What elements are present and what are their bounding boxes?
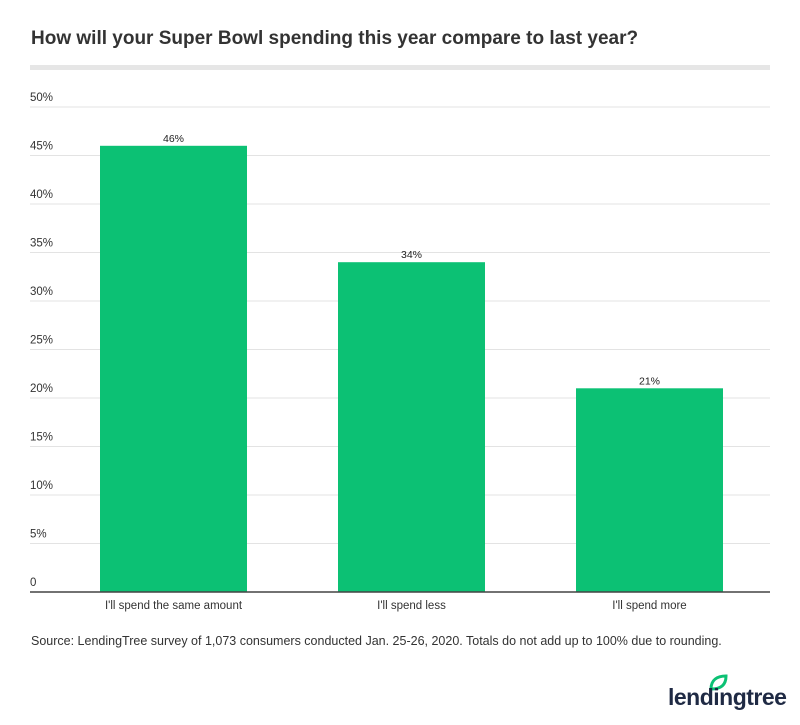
- y-tick-label: 35%: [30, 238, 53, 250]
- y-tick-label: 0: [30, 577, 36, 589]
- y-tick-label: 25%: [30, 335, 53, 347]
- bar: [576, 388, 723, 592]
- x-tick-label: I'll spend less: [377, 600, 446, 612]
- title-divider: [30, 65, 770, 70]
- y-tick-label: 45%: [30, 141, 53, 153]
- y-tick-label: 20%: [30, 383, 53, 395]
- x-tick-label: I'll spend the same amount: [105, 600, 243, 612]
- y-tick-label: 5%: [30, 529, 47, 541]
- y-tick-label: 15%: [30, 432, 53, 444]
- data-label: 34%: [401, 249, 422, 261]
- bar: [100, 145, 247, 593]
- data-label: 46%: [163, 133, 184, 145]
- y-tick-label: 10%: [30, 480, 53, 492]
- bar: [338, 262, 485, 592]
- x-tick-label: I'll spend more: [612, 600, 686, 612]
- logo-text: lendingtree: [668, 684, 787, 710]
- leaf-icon: [709, 674, 728, 691]
- y-tick-label: 50%: [30, 92, 53, 104]
- data-label: 21%: [639, 375, 660, 387]
- lendingtree-logo: lendingtree: [668, 674, 787, 710]
- chart-title: How will your Super Bowl spending this y…: [31, 28, 639, 49]
- y-tick-label: 40%: [30, 189, 53, 201]
- source-note: Source: LendingTree survey of 1,073 cons…: [31, 634, 722, 648]
- y-tick-label: 30%: [30, 286, 53, 298]
